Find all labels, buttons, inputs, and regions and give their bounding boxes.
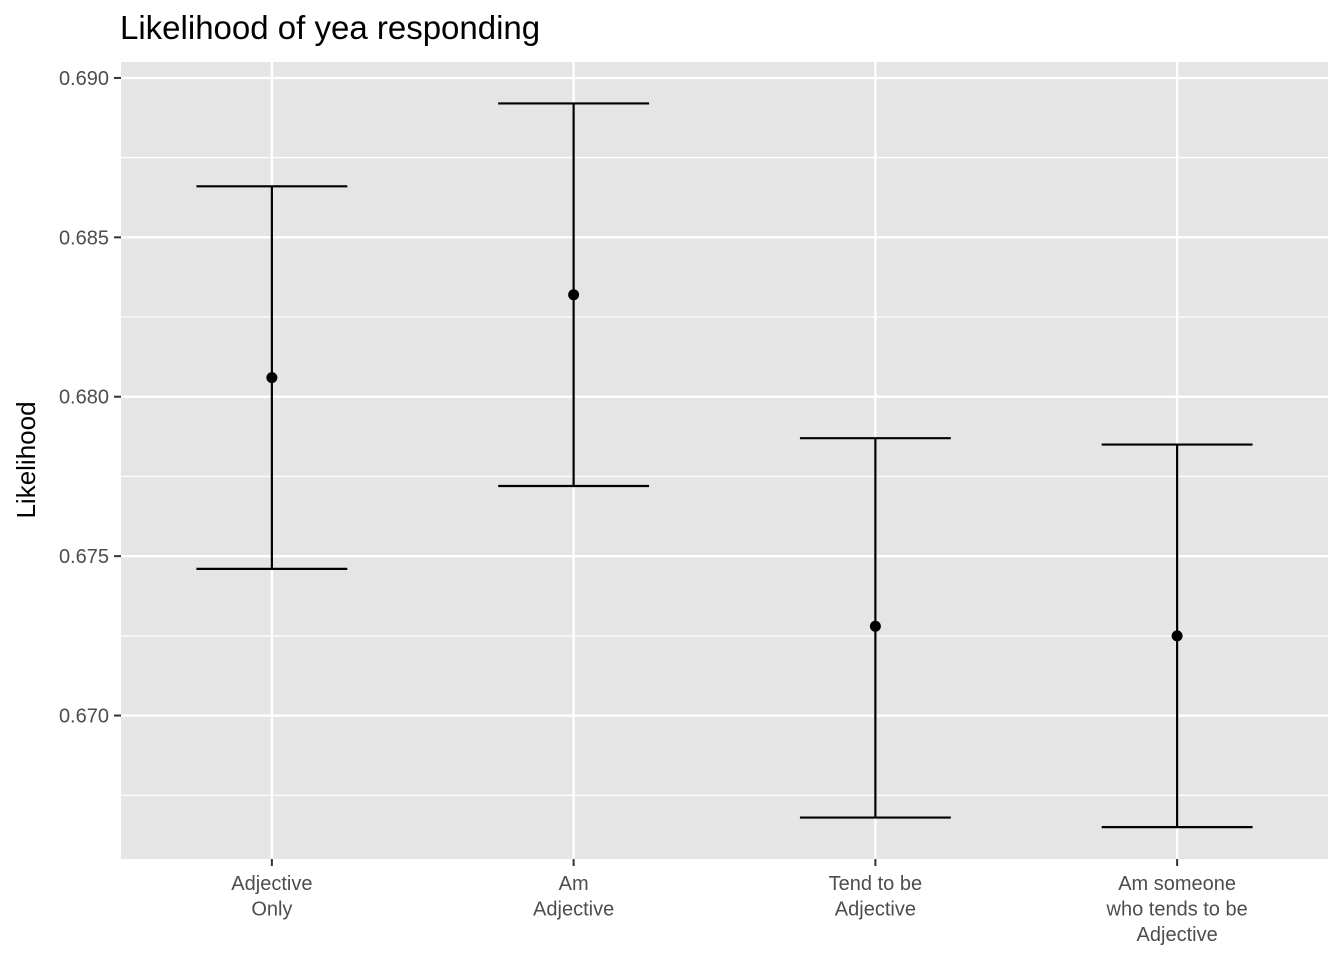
data-point [266,372,278,384]
x-tick-label-line: Tend to be [829,873,922,895]
y-axis: 0.670 0.675 0.680 0.685 0.690 [59,68,121,728]
y-tick-label: 0.690 [59,68,109,90]
data-point [1171,630,1183,642]
data-marks [196,102,1253,829]
data-point [568,289,580,301]
data-point [869,620,881,632]
x-tick-label: Am Adjective [533,873,614,921]
x-tick-label-line: who tends to be [1106,899,1248,921]
x-tick-label-line: Adjective [231,873,312,895]
x-axis: Adjective Only Am Adjective Tend to be Adject… [231,859,1248,946]
y-tick-label: 0.685 [59,227,109,249]
y-axis-label: Likelihood [11,401,41,518]
chart-title: Likelihood of yea responding [120,9,540,46]
grid-minor [121,157,1328,796]
y-tick-label: 0.680 [59,387,109,409]
x-tick-label-line: Adjective [533,899,614,921]
x-tick-label-line: Am [559,873,589,895]
y-tick-label: 0.670 [59,706,109,728]
y-tick-label: 0.675 [59,546,109,568]
x-tick-label-line: Only [251,899,292,921]
x-tick-label-line: Adjective [1137,924,1218,946]
x-tick-label: Am someone who tends to be Adjective [1106,873,1248,946]
x-tick-label-line: Am someone [1118,873,1236,895]
plot-panel [121,62,1328,859]
x-tick-label-line: Adjective [835,899,916,921]
x-tick-label: Tend to be Adjective [829,873,922,921]
x-tick-label: Adjective Only [231,873,312,921]
